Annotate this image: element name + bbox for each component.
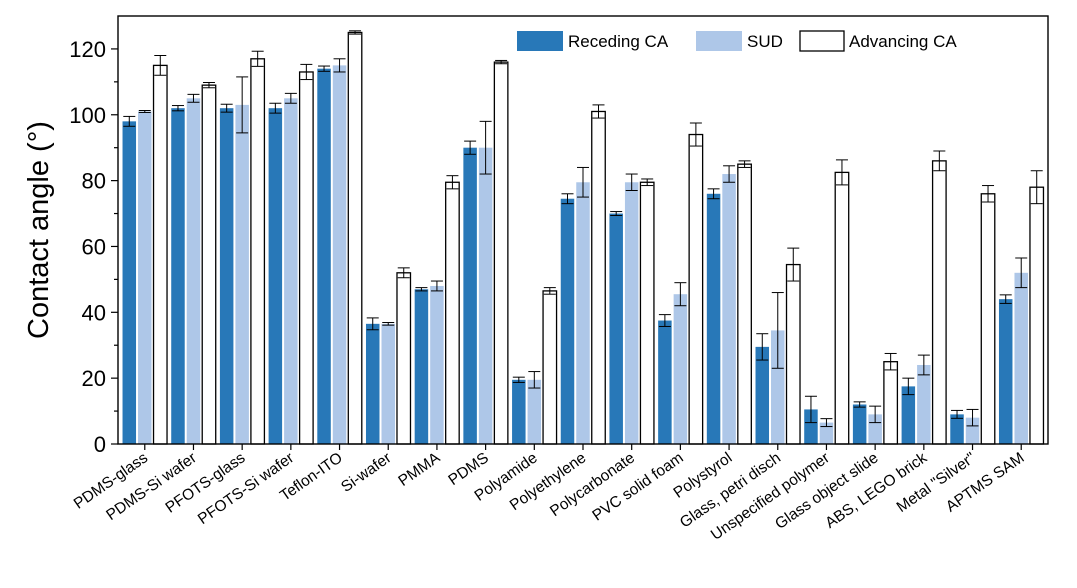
bars-group	[122, 30, 1045, 445]
bar-receding-ca-18	[998, 299, 1013, 444]
bar-sud-1	[186, 98, 201, 445]
bar-advancing-ca-3	[298, 71, 314, 445]
bar-advancing-ca-17	[980, 193, 996, 445]
bar-sud-15	[868, 414, 882, 444]
y-tick-label: 60	[82, 234, 106, 259]
y-tick-label: 80	[82, 169, 106, 194]
bar-advancing-ca-5	[396, 272, 412, 445]
bar-receding-ca-6	[414, 289, 429, 444]
legend: Receding CA SUD Advancing CA	[517, 30, 957, 52]
bar-sud-7	[478, 147, 493, 444]
bar-sud-2	[235, 104, 249, 445]
bar-sud-4	[332, 65, 347, 444]
bar-sud-10	[624, 182, 639, 444]
bar-receding-ca-4	[317, 68, 331, 444]
bar-receding-ca-0	[122, 121, 137, 444]
bar-sud-13	[771, 330, 785, 444]
bar-receding-ca-9	[560, 198, 575, 444]
bar-advancing-ca-12	[737, 163, 752, 445]
legend-swatch-0	[517, 31, 563, 51]
bar-receding-ca-16	[901, 386, 916, 444]
bar-advancing-ca-16	[931, 160, 947, 445]
bar-sud-14	[819, 422, 834, 444]
bar-receding-ca-2	[219, 108, 234, 444]
bar-receding-ca-7	[463, 147, 477, 444]
bar-receding-ca-15	[852, 404, 867, 444]
bar-receding-ca-5	[365, 323, 380, 444]
bar-advancing-ca-9	[591, 110, 606, 445]
bar-sud-16	[917, 364, 931, 444]
y-tick-label: 120	[69, 37, 106, 62]
bar-advancing-ca-0	[152, 64, 168, 445]
bar-receding-ca-14	[804, 409, 818, 444]
bar-advancing-ca-13	[785, 263, 801, 445]
y-tick-label: 20	[82, 366, 106, 391]
bar-sud-0	[138, 111, 152, 444]
bar-advancing-ca-10	[639, 181, 655, 445]
bar-advancing-ca-8	[542, 290, 558, 445]
bar-receding-ca-13	[755, 346, 770, 444]
legend-swatch-2	[799, 30, 845, 52]
bar-advancing-ca-15	[883, 361, 899, 445]
y-tick-label: 40	[82, 300, 106, 325]
bar-receding-ca-8	[512, 379, 526, 444]
bar-advancing-ca-4	[347, 31, 363, 445]
bar-sud-9	[576, 182, 590, 444]
bar-sud-18	[1014, 272, 1028, 444]
bar-receding-ca-1	[171, 108, 185, 444]
bar-receding-ca-11	[658, 320, 672, 444]
legend-label-2: Advancing CA	[849, 32, 957, 51]
bar-receding-ca-17	[950, 414, 964, 444]
bar-advancing-ca-6	[445, 181, 460, 445]
bar-sud-6	[430, 285, 444, 444]
bar-advancing-ca-14	[834, 171, 850, 445]
legend-label-0: Receding CA	[568, 32, 669, 51]
bar-advancing-ca-18	[1029, 186, 1045, 445]
y-tick-label: 0	[94, 432, 106, 457]
y-tick-label: 100	[69, 103, 106, 128]
bar-sud-17	[965, 417, 980, 444]
bar-advancing-ca-2	[250, 58, 266, 445]
bar-sud-12	[722, 174, 736, 444]
bar-advancing-ca-11	[688, 133, 704, 445]
legend-swatch-1	[696, 31, 742, 51]
x-category-label: Si-wafer	[338, 449, 394, 496]
bar-sud-5	[381, 323, 395, 444]
bar-receding-ca-12	[706, 193, 721, 444]
bar-sud-3	[284, 98, 298, 445]
x-category-label: PMMA	[395, 449, 443, 490]
bar-advancing-ca-7	[493, 61, 509, 445]
bar-sud-11	[673, 294, 688, 444]
bar-sud-8	[527, 379, 542, 444]
bar-receding-ca-10	[609, 213, 623, 444]
bar-receding-ca-3	[268, 108, 283, 444]
y-axis-ticks: 0 20 40 60 80 100 120	[69, 37, 118, 457]
legend-label-1: SUD	[747, 32, 783, 51]
bar-advancing-ca-1	[201, 84, 217, 445]
y-axis-label: Contact angle (°)	[23, 121, 55, 339]
